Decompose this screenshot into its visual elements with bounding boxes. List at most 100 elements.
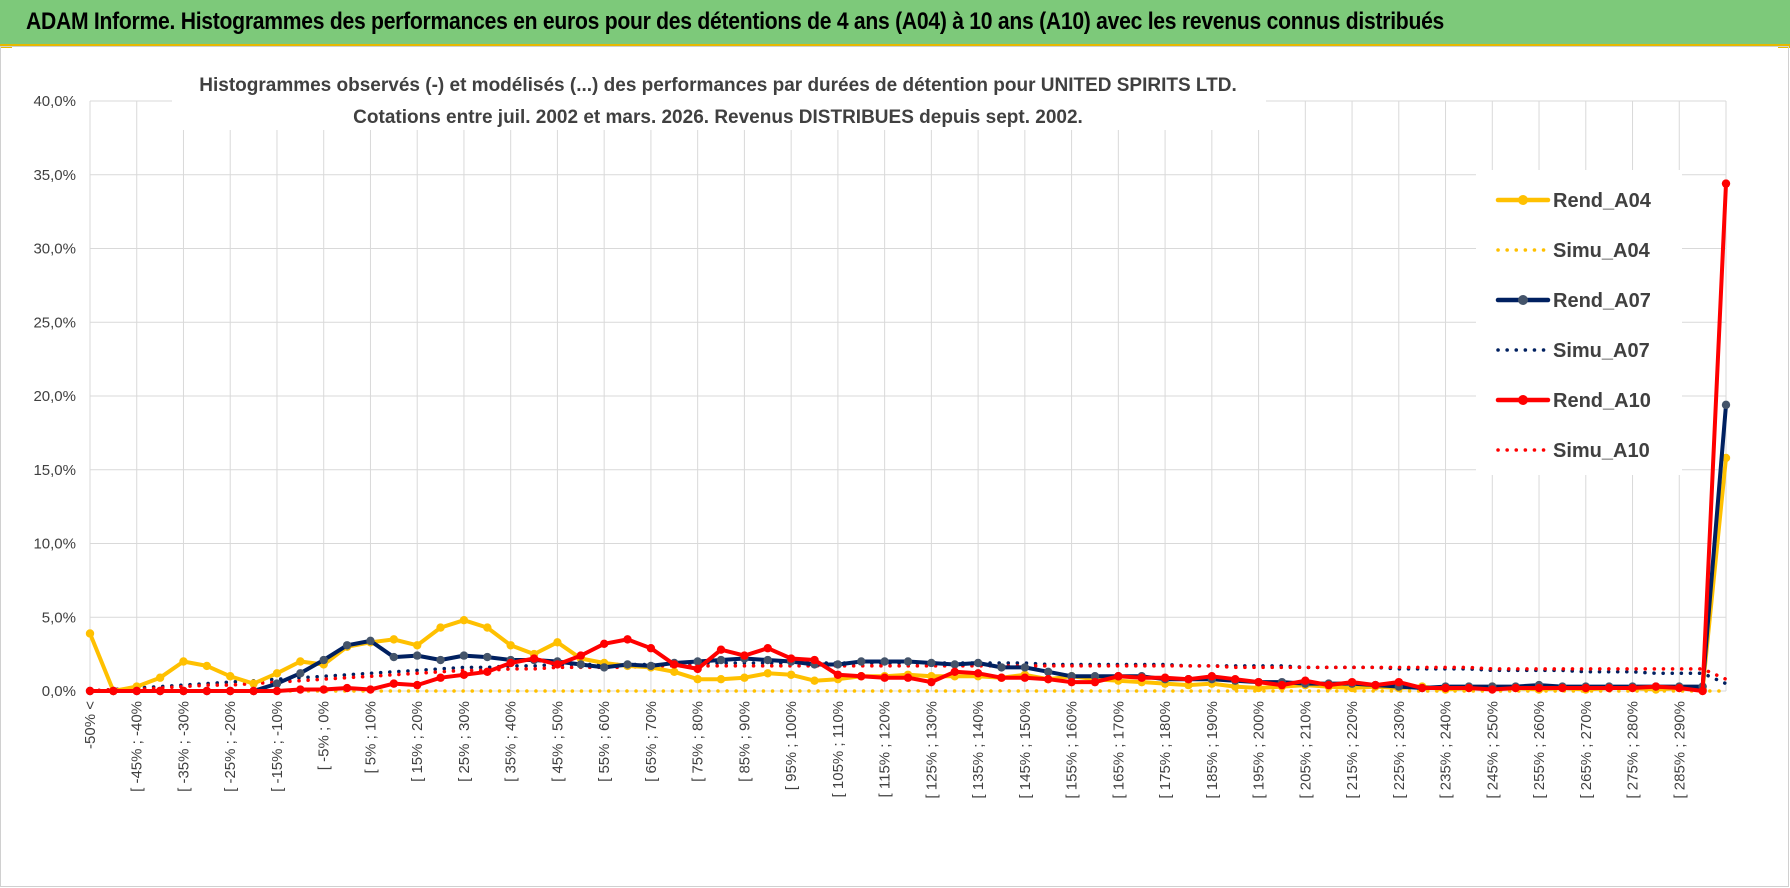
data-point (483, 667, 492, 677)
data-point (1675, 683, 1684, 693)
data-point (927, 672, 936, 681)
legend-item-simu-a10: Simu_A10 (1496, 440, 1650, 462)
x-tick-label: [ 105% ; 110% (830, 701, 847, 797)
data-point (1231, 682, 1240, 691)
data-point (529, 654, 539, 663)
legend-label: Rend_A04 (1553, 190, 1652, 212)
data-point (436, 655, 445, 665)
x-tick-label: [ 245% ; 250% (1484, 701, 1501, 799)
legend-item-rend-a04: Rend_A04 (1495, 190, 1652, 212)
legend-label: Simu_A10 (1553, 440, 1650, 462)
data-point (950, 660, 959, 669)
data-point (1114, 672, 1123, 681)
data-point (833, 660, 843, 669)
data-point (483, 623, 492, 632)
x-tick-label: [ 195% ; 200% (1251, 701, 1268, 799)
data-point (319, 685, 328, 694)
x-tick-label: [ 155% ; 160% (1064, 701, 1081, 799)
data-point (693, 664, 702, 674)
data-point (1044, 675, 1053, 684)
data-point (389, 679, 399, 688)
data-point (1067, 677, 1076, 687)
x-tick-label: [ 115% ; 120% (877, 701, 894, 797)
x-tick-label: [ 65% ; 70% (643, 701, 660, 782)
data-point (413, 651, 422, 660)
data-point (109, 686, 118, 696)
data-point (1511, 683, 1520, 693)
x-tick-label: [ 25% ; 30% (456, 701, 473, 782)
data-point (950, 667, 959, 677)
data-point (1558, 683, 1567, 693)
data-point (1090, 677, 1100, 687)
data-point (857, 672, 866, 681)
x-tick-label: -50% < (82, 701, 99, 749)
data-point (272, 686, 282, 696)
legend-label: Simu_A04 (1553, 240, 1651, 262)
x-tick-label: [ 35% ; 40% (503, 701, 520, 782)
legend-marker (1518, 395, 1528, 405)
data-point (1137, 673, 1146, 682)
x-axis-tick-labels: -50% < [ -45% ; -40% [ -35% ; -30% [ -25% ;… (82, 701, 1688, 799)
data-point (763, 644, 772, 653)
data-point (997, 673, 1006, 682)
data-point (693, 657, 702, 666)
data-point (1231, 675, 1240, 684)
data-point (576, 651, 585, 660)
data-point (623, 660, 632, 669)
data-point (249, 686, 258, 696)
data-point (1347, 677, 1357, 687)
y-tick-label: 40,0% (33, 93, 76, 110)
data-point (553, 660, 562, 669)
y-tick-label: 35,0% (33, 167, 76, 184)
legend-background (1476, 170, 1682, 475)
data-point (880, 657, 889, 666)
data-point (436, 623, 445, 632)
data-point (1417, 683, 1427, 693)
data-point (296, 669, 305, 678)
series-rend-a10 (85, 179, 1731, 696)
data-point (459, 651, 469, 660)
x-tick-label: [ 75% ; 80% (690, 701, 707, 782)
chart-frame (0, 46, 1789, 887)
data-point (483, 652, 492, 662)
data-point (1254, 677, 1263, 687)
data-point (1604, 683, 1614, 693)
data-point (296, 685, 305, 694)
data-point (85, 629, 95, 638)
data-point (436, 673, 445, 682)
data-point (342, 683, 352, 693)
legend-label: Simu_A07 (1553, 340, 1650, 362)
data-point (973, 669, 983, 678)
data-point (1160, 673, 1170, 682)
series-line (88, 664, 1728, 693)
chart-title: Histogrammes observés (-) et modélisés (… (199, 75, 1237, 96)
legend-item-rend-a10: Rend_A10 (1495, 390, 1651, 412)
y-tick-label: 25,0% (33, 314, 76, 331)
data-point (833, 670, 843, 679)
data-point (599, 663, 609, 672)
data-point (179, 686, 188, 696)
data-point (155, 686, 165, 696)
data-point (740, 673, 749, 682)
x-tick-label: [ 15% ; 20% (409, 701, 426, 782)
x-tick-label: [ 5% ; 10% (362, 701, 379, 774)
legend-item-rend-a07: Rend_A07 (1495, 290, 1651, 312)
x-tick-label: [ 235% ; 240% (1438, 701, 1455, 799)
series-line (88, 455, 1728, 693)
data-point (1371, 680, 1380, 690)
data-point (226, 686, 235, 696)
data-point (1184, 675, 1193, 684)
data-point (1441, 683, 1450, 693)
data-point (1651, 682, 1661, 691)
data-point (1721, 453, 1731, 463)
data-point (1324, 680, 1333, 690)
y-tick-label: 20,0% (33, 388, 76, 405)
data-point (623, 635, 632, 644)
x-tick-label: [ 285% ; 290% (1671, 701, 1688, 799)
legend-marker (1518, 295, 1528, 305)
data-point (763, 669, 772, 678)
data-point (973, 658, 983, 668)
x-tick-label: [ 135% ; 140% (970, 701, 987, 799)
data-point (670, 660, 679, 669)
data-point (646, 644, 656, 653)
